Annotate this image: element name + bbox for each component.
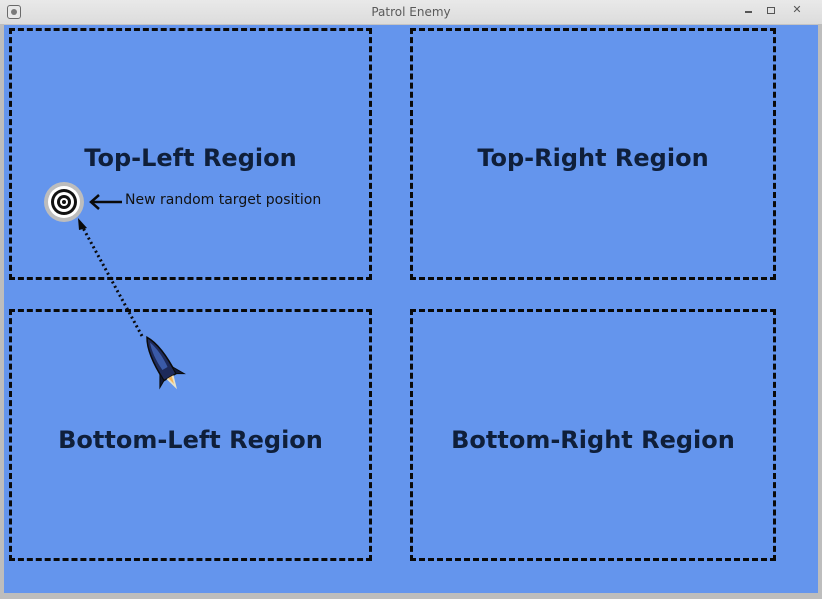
game-canvas[interactable]: Top-Left Region Top-Right Region Bottom-…: [4, 25, 818, 593]
top-left-region: Top-Left Region: [9, 28, 372, 280]
close-button[interactable]: ✕: [786, 2, 808, 20]
top-right-region-label: Top-Right Region: [477, 144, 709, 172]
maximize-icon: [767, 7, 775, 14]
top-right-region: Top-Right Region: [410, 28, 776, 280]
target-annotation-label: New random target position: [125, 192, 322, 208]
minimize-button[interactable]: [738, 2, 760, 20]
app-icon: [7, 5, 21, 19]
window-frame-bottom: [0, 593, 822, 599]
sprite-layer: [44, 182, 186, 390]
window-frame-right: [818, 24, 822, 599]
arrow-left-icon: [89, 194, 122, 210]
maximize-button[interactable]: [760, 2, 782, 20]
path-line: [80, 225, 144, 337]
bottom-left-region: Bottom-Left Region: [9, 309, 372, 561]
title-bar[interactable]: Patrol Enemy ✕: [0, 0, 822, 25]
bottom-right-region: Bottom-Right Region: [410, 309, 776, 561]
top-left-region-label: Top-Left Region: [84, 144, 297, 172]
close-icon: ✕: [792, 3, 802, 16]
bottom-right-region-label: Bottom-Right Region: [451, 426, 735, 454]
rocket-ship-icon: [146, 336, 186, 390]
window-frame-left: [0, 24, 4, 599]
window-title: Patrol Enemy: [371, 5, 451, 19]
target-icon: [44, 182, 84, 222]
bottom-left-region-label: Bottom-Left Region: [58, 426, 323, 454]
minimize-icon: [745, 11, 752, 13]
path-arrowhead-icon: [78, 218, 87, 230]
